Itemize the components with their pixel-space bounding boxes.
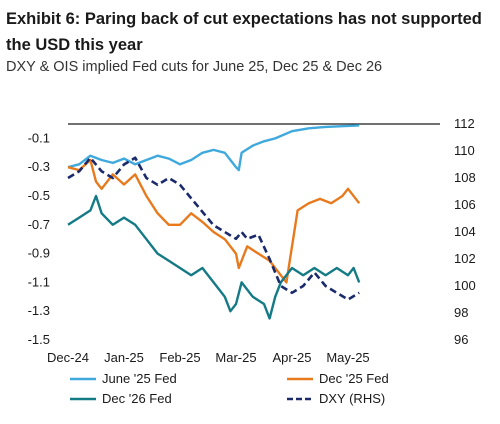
chart-title: Exhibit 6: Paring back of cut expectatio… <box>6 10 482 54</box>
legend-label: DXY (RHS) <box>319 391 385 406</box>
right-axis: 112 110 108 106 104 102 100 98 96 <box>454 116 476 347</box>
legend-label: Dec '26 Fed <box>102 391 172 406</box>
left-tick-label: -0.9 <box>28 246 50 261</box>
left-tick-label: -1.1 <box>28 274 50 289</box>
right-tick-label: 110 <box>454 143 475 158</box>
x-tick-label: May-25 <box>326 350 369 365</box>
series-line-1 <box>67 158 361 284</box>
left-tick-label: -1.5 <box>28 332 50 347</box>
legend: June '25 Fed Dec '25 Fed Dec '26 Fed DXY (R… <box>70 371 389 406</box>
right-tick-label: 106 <box>454 197 476 212</box>
x-tick-label: Apr-25 <box>272 350 311 365</box>
series-layer <box>67 124 361 320</box>
series-line-0 <box>67 124 360 172</box>
left-tick-label: -0.5 <box>28 188 50 203</box>
chart-subtitle: DXY & OIS implied Fed cuts for June 25, … <box>6 59 383 75</box>
left-tick-label: -0.1 <box>28 130 50 145</box>
left-tick-label: -1.3 <box>28 303 50 318</box>
right-tick-label: 96 <box>454 332 468 347</box>
left-axis: -0.1 -0.3 -0.5 -0.7 -0.9 -1.1 -1.3 -1.5 <box>28 130 50 347</box>
right-tick-label: 104 <box>454 224 476 239</box>
right-tick-label: 108 <box>454 170 476 185</box>
x-tick-label: Mar-25 <box>215 350 256 365</box>
x-tick-label: Dec-24 <box>47 350 89 365</box>
right-tick-label: 112 <box>454 116 475 131</box>
series-line-2 <box>67 194 361 320</box>
x-tick-label: Feb-25 <box>159 350 200 365</box>
right-tick-label: 100 <box>454 278 476 293</box>
right-tick-label: 98 <box>454 305 468 320</box>
left-tick-label: -0.7 <box>28 217 50 232</box>
left-tick-label: -0.3 <box>28 159 50 174</box>
series-line-3 <box>67 156 360 301</box>
legend-label: June '25 Fed <box>102 371 177 386</box>
x-axis: Dec-24 Jan-25 Feb-25 Mar-25 Apr-25 May-25 <box>47 350 370 365</box>
legend-label: Dec '25 Fed <box>319 371 389 386</box>
right-tick-label: 102 <box>454 251 476 266</box>
x-tick-label: Jan-25 <box>104 350 144 365</box>
